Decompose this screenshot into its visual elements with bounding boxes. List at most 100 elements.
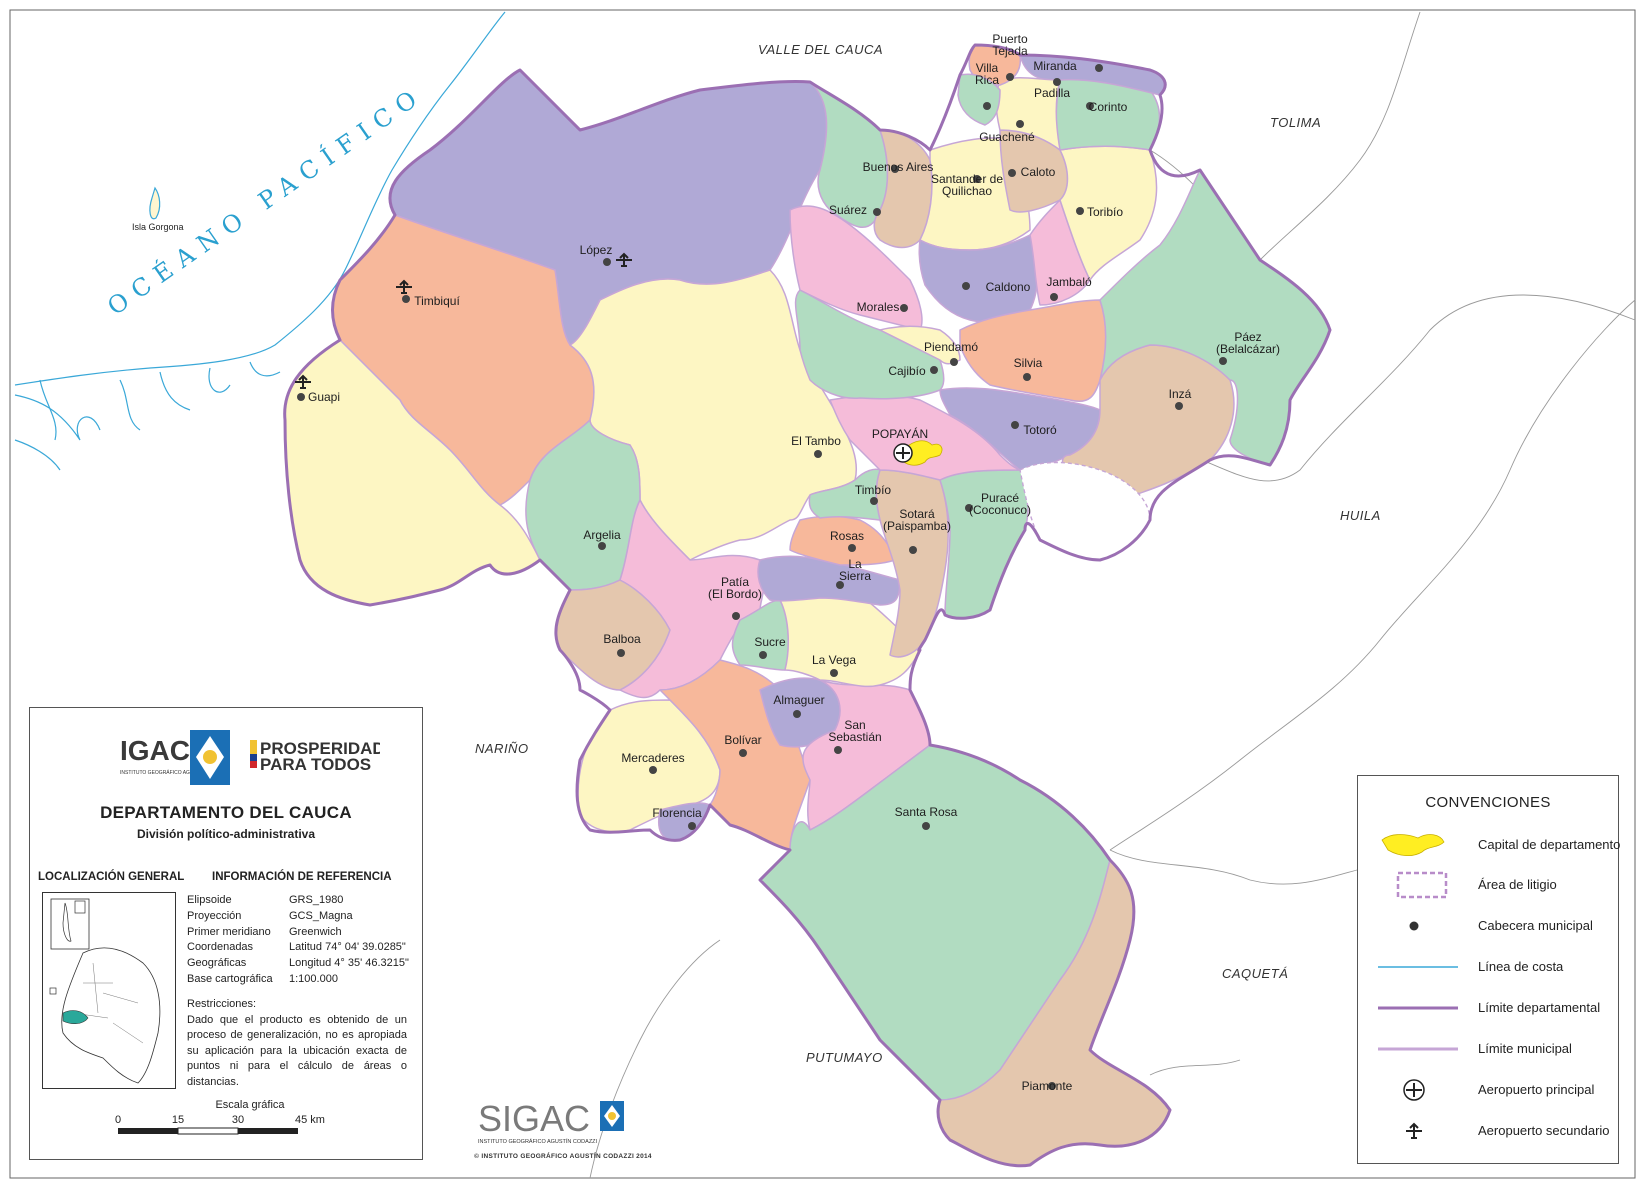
municipality-polygons	[283, 44, 1331, 1167]
town-dot-patia	[732, 612, 740, 620]
svg-text:45 km: 45 km	[295, 1114, 325, 1126]
town-dot-silvia	[1023, 373, 1031, 381]
town-label-piendamo: Piendamó	[924, 340, 978, 354]
town-dot-sotara	[909, 546, 917, 554]
town-label-silvia: Silvia	[1014, 356, 1043, 370]
town-dot-argelia	[598, 542, 606, 550]
town-label-sotara: (Paispamba)	[883, 519, 951, 533]
town-dot-lopez	[603, 258, 611, 266]
town-label-mercaderes: Mercaderes	[621, 751, 684, 765]
locator-minimap	[42, 892, 176, 1089]
reference-row: Elipsoide GRS_1980	[187, 894, 409, 910]
town-label-san-sebastian: San	[844, 718, 865, 732]
town-dot-rosas	[848, 544, 856, 552]
reference-key: Proyección	[187, 909, 242, 922]
region-buenos-aires	[873, 129, 933, 249]
town-label-corinto: Corinto	[1089, 100, 1128, 114]
restrictions-heading: Restricciones:	[187, 998, 257, 1010]
town-dot-guapi	[297, 393, 305, 401]
town-label-san-sebastian: Sebastián	[828, 730, 881, 744]
town-label-buenos-aires: Buenos Aires	[863, 160, 934, 174]
town-label-jambalo: Jambaló	[1046, 275, 1092, 289]
town-label-villa-rica: Rica	[975, 73, 999, 87]
town-label-timbio: Timbío	[855, 483, 892, 497]
legend-cabecera: Cabecera municipal	[1378, 909, 1618, 943]
town-dot-almaguer	[793, 710, 801, 718]
town-label-purace: (Coconuco)	[969, 503, 1031, 517]
region-piendamo	[879, 325, 961, 365]
town-dot-caldono	[962, 282, 970, 290]
sigac-logo: SIGAC INSTITUTO GEOGRÁFICO AGUSTÍN CODAZ…	[478, 1098, 624, 1145]
town-dot-morales	[900, 304, 908, 312]
airport-icons	[295, 252, 913, 463]
island-label: Isla Gorgona	[132, 222, 184, 232]
town-label-balboa: Balboa	[603, 632, 641, 646]
town-dot-piamonte	[1048, 1082, 1056, 1090]
airport-secondary-icon	[396, 279, 412, 294]
reference-row: Base cartográfica 1:100.000	[187, 973, 409, 989]
region-villa-rica	[957, 73, 1001, 126]
neighbor-valle: VALLE DEL CAUCA	[758, 42, 883, 57]
airport-secondary-icon	[1406, 1122, 1422, 1139]
svg-text:0: 0	[115, 1114, 121, 1126]
legend-lim-dep: Límite departamental	[1378, 991, 1618, 1025]
department-border	[283, 43, 1332, 1168]
town-dot-sucre	[759, 651, 767, 659]
svg-text:15: 15	[172, 1114, 184, 1126]
town-dot-toribio	[1076, 207, 1084, 215]
coastline	[14, 11, 506, 471]
restrictions-text: Dado que el producto es obtenido de un p…	[187, 1013, 407, 1088]
location-heading: LOCALIZACIÓN GENERAL	[38, 871, 185, 883]
town-dot-buenos-aires	[891, 165, 899, 173]
town-dot-florencia	[688, 822, 696, 830]
legend-aero-pri: Aeropuerto principal	[1378, 1073, 1618, 1107]
town-label-almaguer: Almaguer	[773, 693, 824, 707]
town-label-el-tambo: El Tambo	[791, 434, 841, 448]
town-label-popayan: POPAYÁN	[872, 426, 928, 441]
region-rosas	[789, 515, 896, 566]
dept-border-icon	[1378, 1006, 1458, 1010]
town-label-paez: Páez	[1234, 330, 1261, 344]
town-dot-purace	[965, 504, 973, 512]
town-dot-caloto	[1008, 169, 1016, 177]
reference-row: Primer meridiano Greenwich	[187, 926, 409, 942]
igac-logo: IGAC	[120, 735, 190, 766]
town-label-santander: Santander de	[931, 172, 1003, 186]
town-dot-totoro	[1011, 421, 1019, 429]
town-dot-timbiqui	[402, 295, 410, 303]
town-dot-cajibio	[930, 366, 938, 374]
scale-title: Escala gráfica	[215, 1099, 285, 1111]
reference-value: 1:100.000	[289, 972, 338, 985]
town-label-suarez: Suárez	[829, 203, 867, 217]
legend-capital: Capital de departamento	[1378, 828, 1620, 862]
litigation-icon	[1396, 871, 1448, 899]
town-label-toribio: Toribío	[1087, 205, 1123, 219]
town-dot-mercaderes	[649, 766, 657, 774]
town-label-bolivar: Bolívar	[724, 733, 761, 747]
sigac-footer: SIGAC INSTITUTO GEOGRÁFICO AGUSTÍN CODAZ…	[448, 1093, 678, 1163]
town-dot-villa-rica	[983, 102, 991, 110]
town-dot-balboa	[617, 649, 625, 657]
town-dot-timbio	[870, 497, 878, 505]
prosperidad-2: PARA TODOS	[260, 755, 371, 774]
town-dot-miranda	[1095, 64, 1103, 72]
neighbor-putumayo: PUTUMAYO	[806, 1050, 883, 1065]
reference-row: Geográficas Longitud 4° 35' 46.3215"	[187, 957, 409, 973]
town-dot-jambalo	[1050, 293, 1058, 301]
town-label-sucre: Sucre	[754, 635, 786, 649]
town-dot-piendamo	[950, 358, 958, 366]
legend-panel: CONVENCIONES Capital de departamento Áre…	[1357, 775, 1620, 1164]
reference-key: Base cartográfica	[187, 972, 273, 985]
town-dot-san-sebastian	[834, 746, 842, 754]
capital-icon	[1381, 834, 1445, 856]
town-dot-puerto-tejada	[1006, 73, 1014, 81]
dot-icon	[1409, 921, 1419, 931]
region-padilla	[995, 77, 1061, 151]
town-label-padilla: Padilla	[1034, 86, 1070, 100]
town-dot-inza	[1175, 402, 1183, 410]
town-label-puerto-tejada: Puerto	[992, 32, 1028, 46]
town-label-paez: (Belalcázar)	[1216, 342, 1280, 356]
town-dot-la-vega	[830, 669, 838, 677]
airport-secondary-icon	[616, 252, 632, 267]
town-label-sotara: Sotará	[899, 507, 935, 521]
